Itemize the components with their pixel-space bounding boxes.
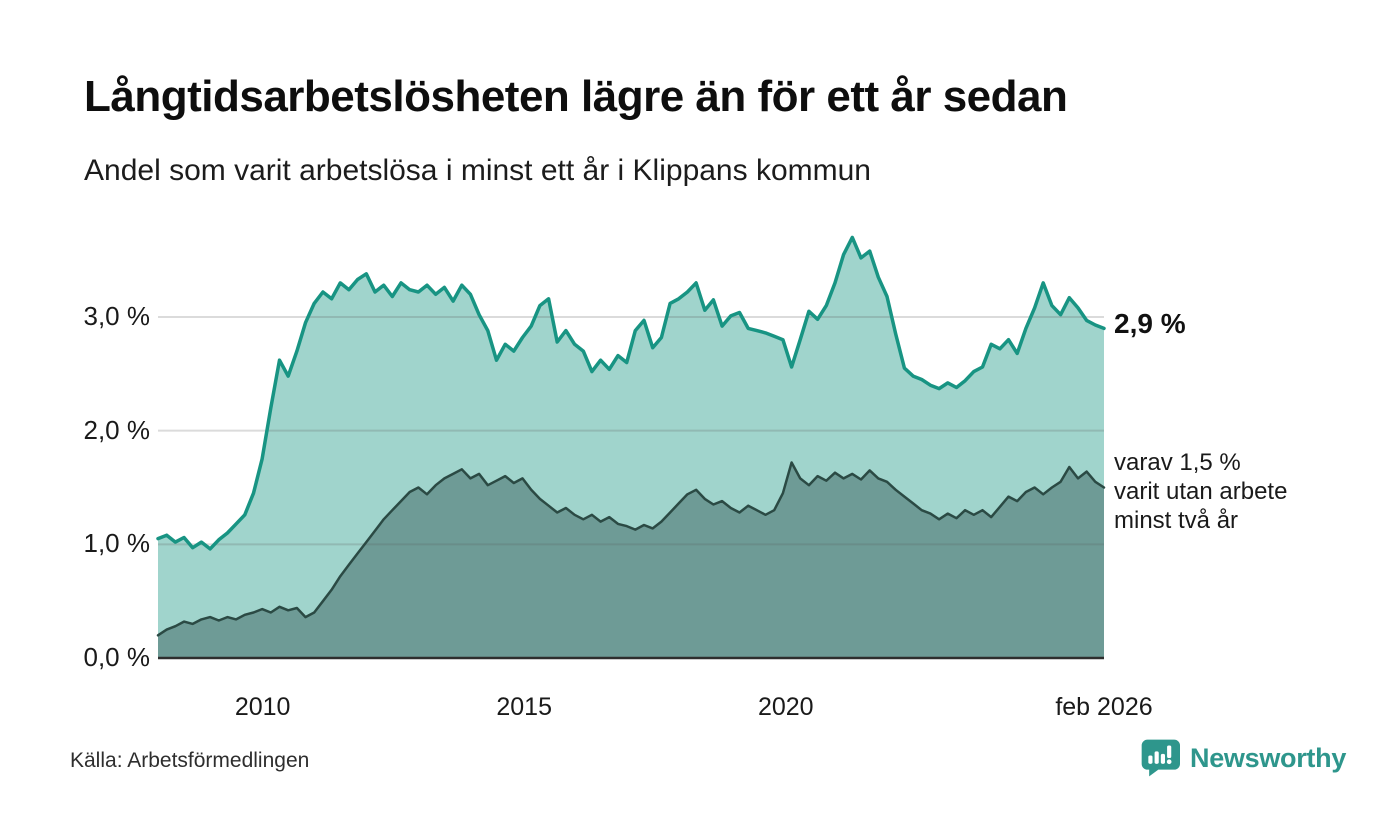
x-tick-2020: 2020 [757,693,814,721]
y-tick-2,0%: 2,0 % [83,414,151,445]
secondary-label-line2: varit utan arbete [1114,478,1288,505]
secondary-label-line3: minst två år [1114,507,1239,534]
y-tick-1,0%: 1,0 % [83,528,151,559]
page-title: Långtidsarbetslösheten lägre än för ett … [84,72,1068,121]
newsworthy-logo[interactable]: Newsworthy [1140,738,1346,778]
y-tick-0,0%: 0,0 % [83,642,151,672]
y-tick-3,0%: 3,0 % [83,300,151,331]
newsworthy-logo-icon [1141,739,1180,777]
secondary-series-label: varav 1,5 % varit utan arbete minst två … [1114,448,1287,535]
secondary-label-line1: varav 1,5 % [1114,449,1241,476]
latest-value-label: 2,9 % [1114,308,1186,339]
x-tick-feb-2026: feb 2026 [1055,693,1153,721]
x-tick-2010: 2010 [234,693,291,721]
line-total [156,235,1106,551]
page-subtitle: Andel som varit arbetslösa i minst ett å… [84,154,871,187]
line-secondary [156,461,1106,637]
area-fill-secondary [158,462,1104,658]
source-credit: Källa: Arbetsförmedlingen [70,749,310,772]
x-tick-2015: 2015 [496,693,552,721]
logo-bubble [1141,739,1180,777]
newsworthy-logo-text: Newsworthy [1190,742,1347,773]
